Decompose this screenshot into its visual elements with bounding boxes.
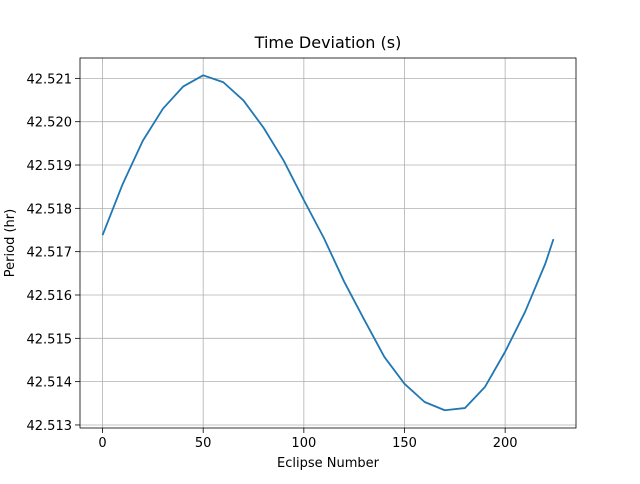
y-tick-label: 42.517: [27, 246, 73, 261]
x-tick-label: 200: [493, 436, 518, 451]
y-axis-label: Period (hr): [3, 209, 18, 277]
y-tick-label: 42.516: [27, 289, 73, 304]
y-tick-label: 42.520: [27, 116, 73, 131]
y-tick-label: 42.518: [27, 202, 73, 217]
y-tick-label: 42.515: [27, 332, 73, 347]
line: [101, 74, 555, 412]
y-tick-label: 42.513: [27, 419, 73, 434]
y-tick-label: 42.514: [27, 376, 73, 391]
x-tick-label: 150: [392, 436, 417, 451]
x-axis-label: Eclipse Number: [277, 456, 380, 471]
y-tick-label: 42.521: [27, 72, 73, 87]
plot-frame: [79, 57, 577, 429]
x-tick-label: 0: [98, 436, 106, 451]
chart-title: Time Deviation (s): [254, 33, 402, 52]
x-tick-label: 100: [291, 436, 316, 451]
x-tick-label: 50: [195, 436, 212, 451]
y-tick-label: 42.519: [27, 159, 73, 174]
